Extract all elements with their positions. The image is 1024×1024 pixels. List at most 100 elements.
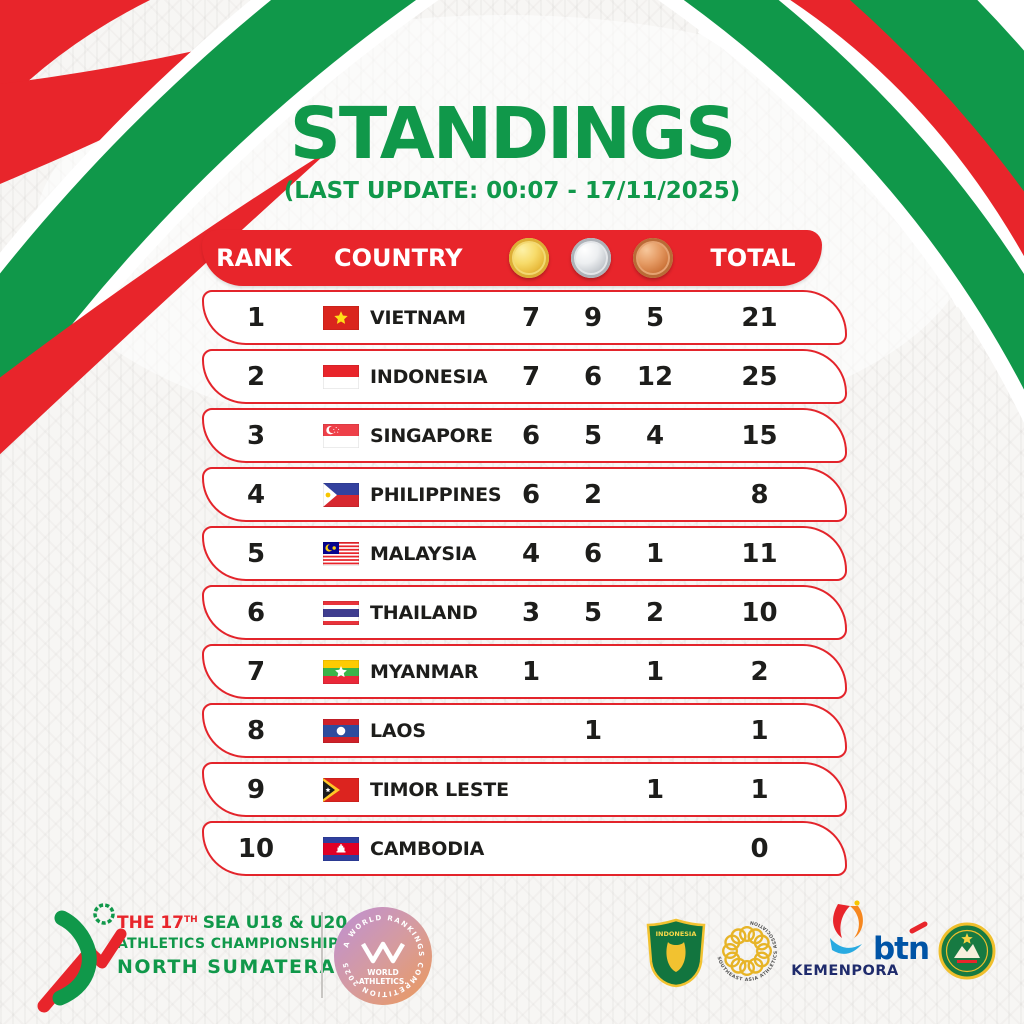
event-title-block: THE 17TH SEA U18 & U20 ATHLETICS CHAMPION… xyxy=(117,915,369,977)
silver-count: 6 xyxy=(583,361,603,392)
flag-singapore-icon xyxy=(323,423,359,448)
flag-myanmar-icon xyxy=(323,659,359,684)
standings-table: RANK COUNTRY TOTAL 1 VIETNAM 7 9 5 21 xyxy=(202,230,848,876)
total-count: 8 xyxy=(750,479,769,510)
right-wave-group xyxy=(657,0,1024,423)
silver-medal-icon xyxy=(571,238,611,278)
rank-value: 7 xyxy=(246,656,266,687)
flag-malaysia-icon xyxy=(323,541,359,566)
gold-medal-icon xyxy=(509,238,549,278)
page-title: STANDINGS xyxy=(289,92,737,175)
country-header: COUNTRY xyxy=(334,244,463,272)
bronze-count: 2 xyxy=(645,597,665,628)
country-name: THAILAND xyxy=(370,601,478,624)
left-green-band xyxy=(0,0,417,421)
world-athletics-w-icon xyxy=(361,941,405,964)
silver-count: 1 xyxy=(583,715,603,746)
gold-column-header xyxy=(498,238,560,278)
footer-divider xyxy=(321,912,323,998)
table-row: 4 PHILIPPINES 6 2 8 xyxy=(202,467,847,522)
indonesia-badge-text: INDONESIA xyxy=(656,930,697,938)
flag-indonesia-icon xyxy=(323,364,359,389)
right-inner-green-band xyxy=(683,0,1024,390)
gold-count: 4 xyxy=(521,538,541,569)
flag-thailand-icon xyxy=(323,600,359,625)
table-row: 7 MYANMAR 1 1 2 xyxy=(202,644,847,699)
btn-text: btn xyxy=(873,931,929,967)
left-wave-group xyxy=(0,0,439,455)
right-outer-green-band xyxy=(849,0,1024,192)
flag-philippines-icon xyxy=(323,482,359,507)
country-name: CAMBODIA xyxy=(370,837,485,860)
table-row: 8 LAOS 1 1 xyxy=(202,703,847,758)
table-row: 10 CAMBODIA 0 xyxy=(202,821,847,876)
silver-column-header xyxy=(560,238,622,278)
wa-center-line1: WORLD xyxy=(367,968,398,977)
rank-value: 8 xyxy=(246,715,266,746)
world-athletics-badge: A WORLD RANKINGS COMPETITION 2025 WORLD … xyxy=(334,907,432,1005)
gold-count: 3 xyxy=(521,597,541,628)
rank-value: 10 xyxy=(237,833,275,864)
gold-count: 7 xyxy=(521,361,541,392)
seaaa-badge: SOUTHEAST ASIA ATHLETICS ASSOCIATION xyxy=(716,919,779,983)
country-cell: LAOS xyxy=(308,718,500,743)
total-count: 15 xyxy=(741,420,778,451)
country-name: TIMOR LESTE xyxy=(370,778,509,801)
table-row: 9 TIMOR LESTE 1 1 xyxy=(202,762,847,817)
silver-count: 5 xyxy=(583,420,603,451)
bronze-count: 12 xyxy=(636,361,674,392)
rank-value: 9 xyxy=(246,774,266,805)
total-count: 10 xyxy=(741,597,778,628)
country-cell: SINGAPORE xyxy=(308,423,500,448)
bronze-count: 4 xyxy=(645,420,665,451)
rank-value: 6 xyxy=(246,597,266,628)
last-update-subtitle: (LAST UPDATE: 00:07 - 17/11/2025) xyxy=(283,178,741,204)
country-cell: PHILIPPINES xyxy=(308,482,502,507)
country-name: INDONESIA xyxy=(370,365,488,388)
country-cell: MALAYSIA xyxy=(308,541,500,566)
total-count: 11 xyxy=(741,538,778,569)
table-header: RANK COUNTRY TOTAL xyxy=(202,230,822,286)
flag-vietnam-icon xyxy=(323,305,359,330)
event-line2: ATHLETICS CHAMPIONSHIPS xyxy=(117,936,350,952)
runner-flower-icon xyxy=(93,903,115,925)
country-cell: THAILAND xyxy=(308,600,500,625)
flag-cambodia-icon xyxy=(323,836,359,861)
silver-count: 2 xyxy=(583,479,603,510)
gold-count: 7 xyxy=(521,302,541,333)
rank-header: RANK xyxy=(216,244,292,272)
country-name: PHILIPPINES xyxy=(370,483,502,506)
country-name: LAOS xyxy=(370,719,426,742)
kemenpora-logo: KEMENPORA xyxy=(791,900,899,979)
country-cell: TIMOR LESTE xyxy=(308,777,509,802)
gold-count: 1 xyxy=(521,656,541,687)
bronze-count: 1 xyxy=(645,538,665,569)
event-line1: THE 17TH SEA U18 & U20 xyxy=(117,913,348,933)
total-count: 1 xyxy=(750,715,769,746)
total-header: TOTAL xyxy=(710,244,796,272)
runner-logo xyxy=(37,903,127,1013)
country-name: VIETNAM xyxy=(370,306,466,329)
bronze-medal-icon xyxy=(633,238,673,278)
bronze-count: 1 xyxy=(645,656,665,687)
bronze-count: 5 xyxy=(645,302,665,333)
silver-count: 9 xyxy=(583,302,603,333)
btn-accent-icon xyxy=(909,921,928,934)
silver-count: 5 xyxy=(583,597,603,628)
rank-value: 2 xyxy=(246,361,266,392)
table-row: 2 INDONESIA 7 6 12 25 xyxy=(202,349,847,404)
table-row: 6 THAILAND 3 5 2 10 xyxy=(202,585,847,640)
silver-count: 6 xyxy=(583,538,603,569)
rank-value: 4 xyxy=(246,479,266,510)
north-sumatera-crest xyxy=(938,922,996,980)
country-cell: CAMBODIA xyxy=(308,836,500,861)
table-row: 5 MALAYSIA 4 xyxy=(202,526,847,581)
table-row: 3 SINGAPORE 6 5 4 15 xyxy=(202,408,847,463)
svg-text:SOUTHEAST ASIA ATHLETICS ASSOC: SOUTHEAST ASIA ATHLETICS ASSOCIATION xyxy=(716,919,779,983)
table-row: 1 VIETNAM 7 9 5 21 xyxy=(202,290,847,345)
total-count: 21 xyxy=(741,302,778,333)
gold-count: 6 xyxy=(521,479,541,510)
total-count: 2 xyxy=(750,656,769,687)
country-cell: INDONESIA xyxy=(308,364,500,389)
